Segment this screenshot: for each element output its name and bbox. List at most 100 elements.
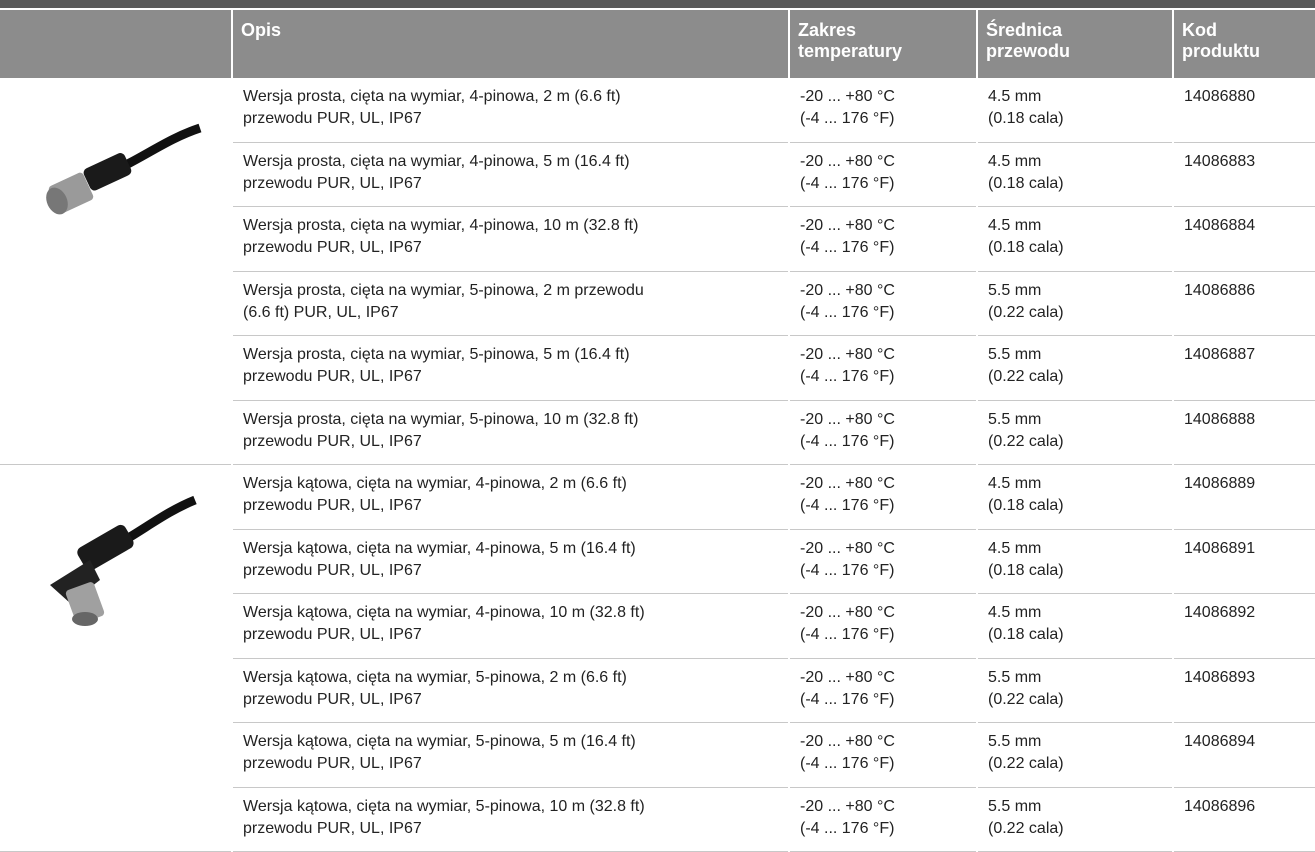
cell-text: Wersja prosta, cięta na wymiar, 5-pinowa…	[243, 280, 788, 302]
cell-text: (-4 ... 176 °F)	[800, 108, 976, 130]
cell-text: Wersja kątowa, cięta na wymiar, 4-pinowa…	[243, 538, 788, 560]
cell-text: 5.5 mm	[988, 667, 1172, 689]
temperature-range: -20 ... +80 °C(-4 ... 176 °F)	[790, 594, 976, 659]
cell-text: Opis	[241, 20, 788, 41]
description: Wersja kątowa, cięta na wymiar, 4-pinowa…	[233, 594, 788, 659]
cell-text: (-4 ... 176 °F)	[800, 302, 976, 324]
cable-diameter: 4.5 mm(0.18 cala)	[978, 594, 1172, 659]
product-code: 14086894	[1174, 723, 1315, 788]
temperature-range: -20 ... +80 °C(-4 ... 176 °F)	[790, 78, 976, 143]
cable-diameter: 4.5 mm(0.18 cala)	[978, 530, 1172, 595]
product-code: 14086887	[1174, 336, 1315, 401]
cell-text: Wersja kątowa, cięta na wymiar, 5-pinowa…	[243, 667, 788, 689]
cell-text: (0.22 cala)	[988, 302, 1172, 324]
temperature-range: -20 ... +80 °C(-4 ... 176 °F)	[790, 723, 976, 788]
cell-text: 14086888	[1184, 409, 1315, 431]
description: Wersja prosta, cięta na wymiar, 5-pinowa…	[233, 401, 788, 466]
column-header: Opis	[233, 10, 788, 78]
description: Wersja kątowa, cięta na wymiar, 5-pinowa…	[233, 723, 788, 788]
cell-text: -20 ... +80 °C	[800, 86, 976, 108]
cell-text: (-4 ... 176 °F)	[800, 689, 976, 711]
cell-text: (0.22 cala)	[988, 366, 1172, 388]
product-code: 14086893	[1174, 659, 1315, 724]
cell-text: (-4 ... 176 °F)	[800, 366, 976, 388]
cable-diameter: 4.5 mm(0.18 cala)	[978, 207, 1172, 272]
cell-text: (0.22 cala)	[988, 753, 1172, 775]
product-code: 14086880	[1174, 78, 1315, 143]
connector-image	[0, 485, 231, 635]
temperature-range: -20 ... +80 °C(-4 ... 176 °F)	[790, 465, 976, 530]
product-code: 14086884	[1174, 207, 1315, 272]
temperature-range: -20 ... +80 °C(-4 ... 176 °F)	[790, 272, 976, 337]
description: Wersja kątowa, cięta na wymiar, 4-pinowa…	[233, 465, 788, 530]
cell-text: Wersja prosta, cięta na wymiar, 4-pinowa…	[243, 215, 788, 237]
cell-text: 14086891	[1184, 538, 1315, 560]
cell-text: Wersja kątowa, cięta na wymiar, 5-pinowa…	[243, 731, 788, 753]
cell-text: Wersja kątowa, cięta na wymiar, 4-pinowa…	[243, 473, 788, 495]
cell-text: 14086892	[1184, 602, 1315, 624]
cell-text: przewodu PUR, UL, IP67	[243, 173, 788, 195]
cell-text: (0.18 cala)	[988, 237, 1172, 259]
cell-text: -20 ... +80 °C	[800, 602, 976, 624]
cable-diameter: 4.5 mm(0.18 cala)	[978, 143, 1172, 208]
cell-text: -20 ... +80 °C	[800, 151, 976, 173]
description: Wersja kątowa, cięta na wymiar, 5-pinowa…	[233, 788, 788, 852]
cell-text: produktu	[1182, 41, 1315, 62]
product-code: 14086896	[1174, 788, 1315, 852]
description: Wersja prosta, cięta na wymiar, 5-pinowa…	[233, 336, 788, 401]
cable-diameter: 5.5 mm(0.22 cala)	[978, 272, 1172, 337]
product-code: 14086889	[1174, 465, 1315, 530]
cell-text: 5.5 mm	[988, 280, 1172, 302]
cell-text: (-4 ... 176 °F)	[800, 753, 976, 775]
cell-text: (0.18 cala)	[988, 495, 1172, 517]
cell-text: (-4 ... 176 °F)	[800, 173, 976, 195]
description: Wersja kątowa, cięta na wymiar, 5-pinowa…	[233, 659, 788, 724]
cell-text: -20 ... +80 °C	[800, 731, 976, 753]
section-bar	[0, 0, 1315, 8]
cell-text: -20 ... +80 °C	[800, 280, 976, 302]
cell-text: Wersja prosta, cięta na wymiar, 5-pinowa…	[243, 344, 788, 366]
temperature-range: -20 ... +80 °C(-4 ... 176 °F)	[790, 401, 976, 466]
cell-text: Wersja prosta, cięta na wymiar, 4-pinowa…	[243, 151, 788, 173]
cell-text: przewodu PUR, UL, IP67	[243, 560, 788, 582]
cell-text: 14086880	[1184, 86, 1315, 108]
description: Wersja prosta, cięta na wymiar, 4-pinowa…	[233, 143, 788, 208]
cell-text: 14086889	[1184, 473, 1315, 495]
cell-text: Wersja prosta, cięta na wymiar, 4-pinowa…	[243, 86, 788, 108]
cell-text: (0.18 cala)	[988, 624, 1172, 646]
cell-text: 14086887	[1184, 344, 1315, 366]
cell-text: (-4 ... 176 °F)	[800, 624, 976, 646]
image-cell	[0, 78, 231, 465]
cell-text: (0.22 cala)	[988, 689, 1172, 711]
cell-text: Wersja prosta, cięta na wymiar, 5-pinowa…	[243, 409, 788, 431]
cell-text: 4.5 mm	[988, 538, 1172, 560]
cell-text: 14086884	[1184, 215, 1315, 237]
cell-text: -20 ... +80 °C	[800, 409, 976, 431]
cell-text: 4.5 mm	[988, 151, 1172, 173]
cell-text: 5.5 mm	[988, 409, 1172, 431]
temperature-range: -20 ... +80 °C(-4 ... 176 °F)	[790, 207, 976, 272]
cell-text: (0.22 cala)	[988, 431, 1172, 453]
cell-text: (0.18 cala)	[988, 560, 1172, 582]
cell-text: Kod	[1182, 20, 1315, 41]
cell-text: (6.6 ft) PUR, UL, IP67	[243, 302, 788, 324]
cell-text: (0.22 cala)	[988, 818, 1172, 840]
cell-text: przewodu PUR, UL, IP67	[243, 431, 788, 453]
description: Wersja prosta, cięta na wymiar, 5-pinowa…	[233, 272, 788, 337]
cable-diameter: 5.5 mm(0.22 cala)	[978, 659, 1172, 724]
cell-text: -20 ... +80 °C	[800, 667, 976, 689]
cell-text: (-4 ... 176 °F)	[800, 237, 976, 259]
cell-text: przewodu PUR, UL, IP67	[243, 753, 788, 775]
cell-text: 14086886	[1184, 280, 1315, 302]
cell-text: (0.18 cala)	[988, 108, 1172, 130]
temperature-range: -20 ... +80 °C(-4 ... 176 °F)	[790, 659, 976, 724]
cell-text: przewodu PUR, UL, IP67	[243, 495, 788, 517]
cell-text: 5.5 mm	[988, 344, 1172, 366]
cell-text: -20 ... +80 °C	[800, 344, 976, 366]
cell-text: przewodu PUR, UL, IP67	[243, 366, 788, 388]
product-code: 14086892	[1174, 594, 1315, 659]
